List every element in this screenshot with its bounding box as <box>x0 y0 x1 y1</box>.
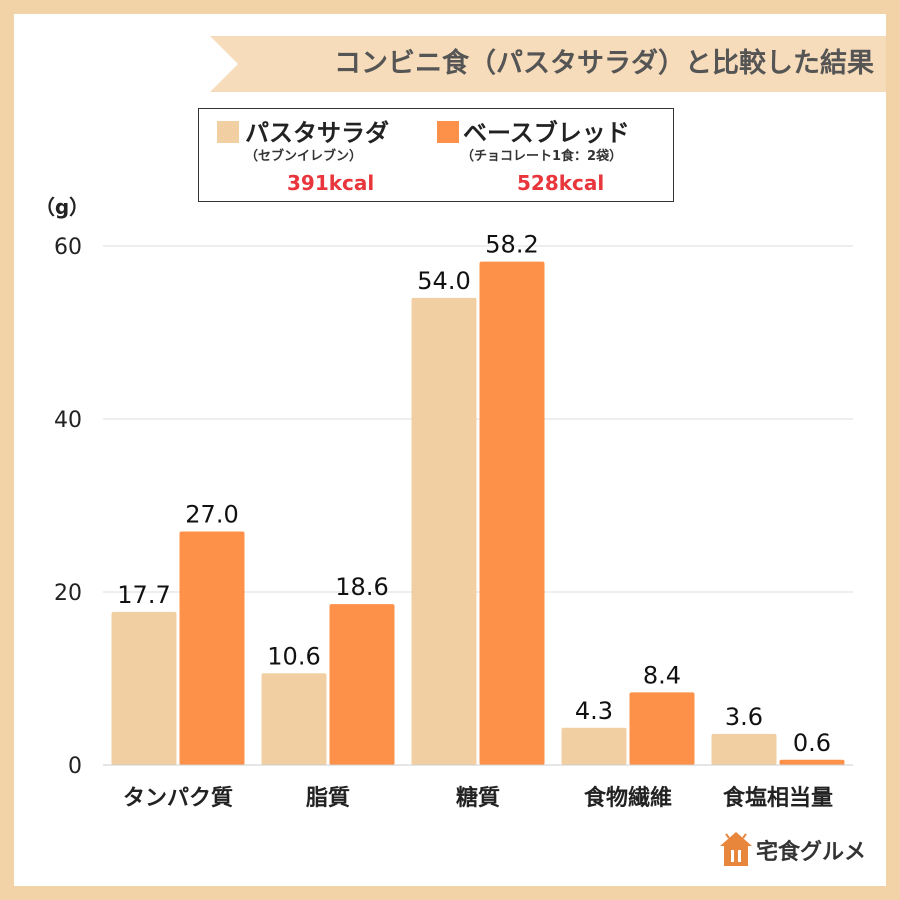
category-label-0: タンパク質 <box>123 786 233 811</box>
data-label-pasta-salad-3: 4.3 <box>575 697 613 725</box>
legend-sub-pasta-salad: （セブンイレブン） <box>245 149 363 164</box>
legend-kcal-pasta-salad: 391kcal <box>287 171 375 195</box>
data-label-pasta-salad-4: 3.6 <box>725 703 763 731</box>
data-label-base-bread-4: 0.6 <box>793 729 831 757</box>
logo-text: 宅食グルメ <box>756 840 867 865</box>
bar-base-bread-2 <box>479 261 545 765</box>
data-label-base-bread-2: 58.2 <box>485 231 538 259</box>
bar-base-bread-0 <box>179 531 245 765</box>
legend-sub-base-bread: （チョコレート1食：2袋） <box>461 149 623 164</box>
data-label-pasta-salad-1: 10.6 <box>267 642 320 670</box>
title-banner-shape <box>210 36 886 92</box>
category-label-3: 食物繊維 <box>584 785 672 811</box>
bar-base-bread-1 <box>329 604 395 765</box>
data-label-base-bread-0: 27.0 <box>185 500 238 528</box>
bar-pasta-salad-2 <box>411 297 477 765</box>
bar-pasta-salad-1 <box>261 673 327 765</box>
legend: パスタサラダ （セブンイレブン） 391kcal ベースブレッド （チョコレート… <box>198 108 674 202</box>
data-label-pasta-salad-0: 17.7 <box>117 581 170 609</box>
bar-pasta-salad-0 <box>111 611 177 765</box>
legend-swatch-pasta-salad <box>217 121 239 143</box>
y-tick-label-60: 60 <box>54 235 82 260</box>
y-tick-label-40: 40 <box>54 408 82 433</box>
bar-pasta-salad-3 <box>561 727 627 765</box>
data-label-pasta-salad-2: 54.0 <box>417 267 470 295</box>
logo: 宅食グルメ <box>716 826 866 876</box>
bar-base-bread-4 <box>779 759 845 765</box>
legend-kcal-base-bread: 528kcal <box>517 171 605 195</box>
data-label-base-bread-3: 8.4 <box>643 661 681 689</box>
bar-pasta-salad-4 <box>711 733 777 765</box>
category-label-4: 食塩相当量 <box>723 785 833 811</box>
chart-title: コンビニ食（パスタサラダ）と比較した結果 <box>334 48 874 79</box>
bar-base-bread-3 <box>629 692 695 765</box>
legend-name-pasta-salad: パスタサラダ <box>245 119 389 147</box>
category-label-2: 糖質 <box>456 785 500 811</box>
data-label-base-bread-1: 18.6 <box>335 573 388 601</box>
legend-name-base-bread: ベースブレッド <box>463 119 630 147</box>
y-axis-unit-label: （g） <box>35 195 89 219</box>
y-tick-label-0: 0 <box>68 754 82 779</box>
legend-swatch-base-bread <box>437 121 459 143</box>
category-label-1: 脂質 <box>306 785 350 811</box>
title-banner: コンビニ食（パスタサラダ）と比較した結果 <box>210 36 886 92</box>
house-logo-icon <box>720 832 752 866</box>
y-tick-label-20: 20 <box>54 581 82 606</box>
